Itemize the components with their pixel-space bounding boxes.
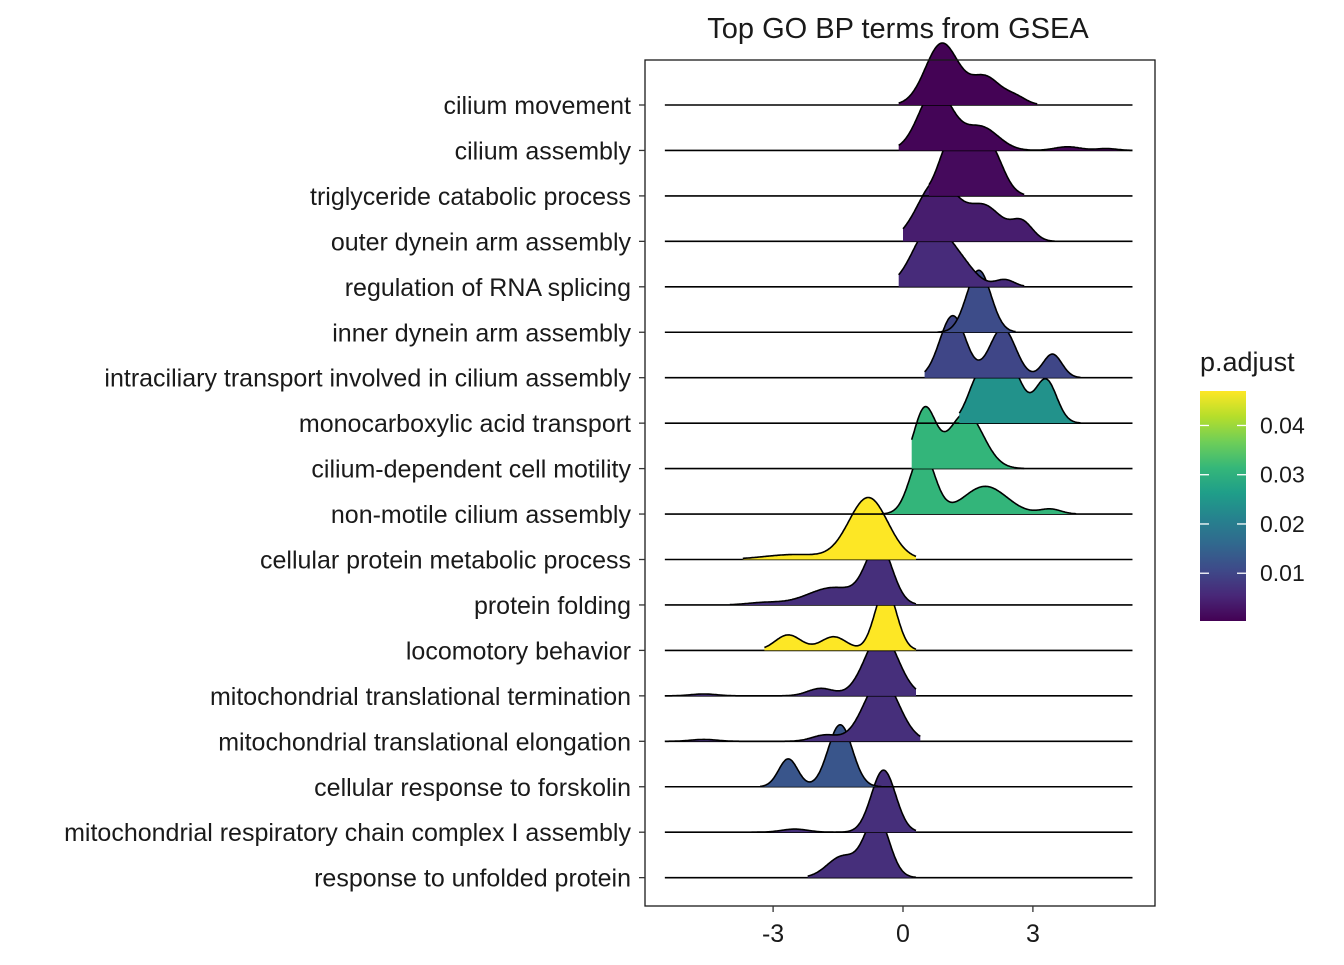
x-axis: -3 0 3: [762, 906, 1040, 948]
y-tick-label: cellular protein metabolic process: [260, 547, 631, 575]
y-tick-label: triglyceride catabolic process: [310, 183, 631, 211]
y-tick-label: locomotory behavior: [406, 637, 631, 665]
ridge-density-outline: [807, 814, 917, 879]
legend-colorbar: [1200, 391, 1246, 621]
ridge-17: [664, 814, 1133, 879]
ridge-9: [664, 451, 1133, 515]
y-tick-label: cellular response to forskolin: [314, 774, 631, 802]
y-tick-label: protein folding: [474, 592, 631, 620]
ridge-density-fill: [911, 406, 1025, 469]
ridge-3: [664, 178, 1133, 243]
y-tick-label: regulation of RNA splicing: [345, 274, 631, 302]
ridge-0: [664, 42, 1133, 106]
ridge-density-fill: [924, 315, 1081, 378]
y-tick-label: inner dynein arm assembly: [332, 319, 631, 347]
ridge-density-outline: [902, 178, 1055, 242]
ridge-density-outline: [751, 769, 917, 833]
ridge-density-fill: [664, 633, 916, 696]
ridge-density-fill: [898, 88, 1133, 151]
y-tick-label: mitochondrial respiratory chain complex …: [64, 819, 631, 847]
ridge-density-outline: [937, 269, 1016, 333]
legend-tick-label: 0.01: [1260, 560, 1305, 586]
y-tick-label: mitochondrial translational elongation: [218, 728, 631, 756]
y-tick-label: cilium movement: [443, 92, 631, 120]
chart-title: Top GO BP terms from GSEA: [707, 13, 1089, 45]
ridge-density-fill: [742, 497, 916, 560]
ridge-4: [664, 224, 1133, 288]
ridge-density-fill: [898, 43, 1038, 105]
x-tick-label: 3: [1026, 920, 1040, 948]
legend-tick-label: 0.04: [1260, 412, 1305, 438]
y-tick-label: response to unfolded protein: [314, 865, 631, 893]
color-legend: p.adjust 0.04 0.03 0.02 0.01: [1200, 347, 1305, 621]
y-tick-label: intraciliary transport involved in ciliu…: [104, 365, 631, 393]
y-tick-label: mitochondrial translational termination: [210, 683, 631, 711]
legend-tick-label: 0.03: [1260, 462, 1305, 488]
y-tick-label: non-motile cilium assembly: [331, 501, 632, 529]
ridge-15: [664, 724, 1133, 788]
ridge-density-fill: [664, 679, 921, 742]
ridge-density-outline: [898, 42, 1038, 105]
x-tick-label: -3: [762, 920, 784, 948]
y-tick-label: monocarboxylic acid transport: [299, 410, 631, 438]
ridge-density-outline: [742, 496, 917, 560]
ridge-1: [664, 87, 1133, 152]
ridge-density-fill: [807, 815, 916, 878]
legend-tick-label: 0.02: [1260, 511, 1305, 537]
ridge-density-fill: [937, 270, 1016, 333]
y-tick-label: cilium-dependent cell motility: [311, 456, 631, 484]
y-axis-labels: cilium movement cilium assembly triglyceri…: [64, 92, 645, 893]
legend-title: p.adjust: [1200, 347, 1295, 377]
ridges-layer: [664, 42, 1133, 879]
ridge-16: [664, 769, 1133, 834]
ridge-5: [664, 269, 1133, 334]
ridge-2: [664, 133, 1133, 197]
plot-panel-border: [644, 59, 1156, 907]
y-tick-label: outer dynein arm assembly: [331, 228, 632, 256]
y-tick-label: cilium assembly: [455, 137, 632, 165]
ridge-6: [664, 314, 1133, 379]
ridge-10: [664, 496, 1133, 561]
x-tick-label: 0: [896, 920, 910, 948]
ridge-density-fill: [760, 724, 882, 787]
ridge-density-outline: [760, 724, 882, 788]
